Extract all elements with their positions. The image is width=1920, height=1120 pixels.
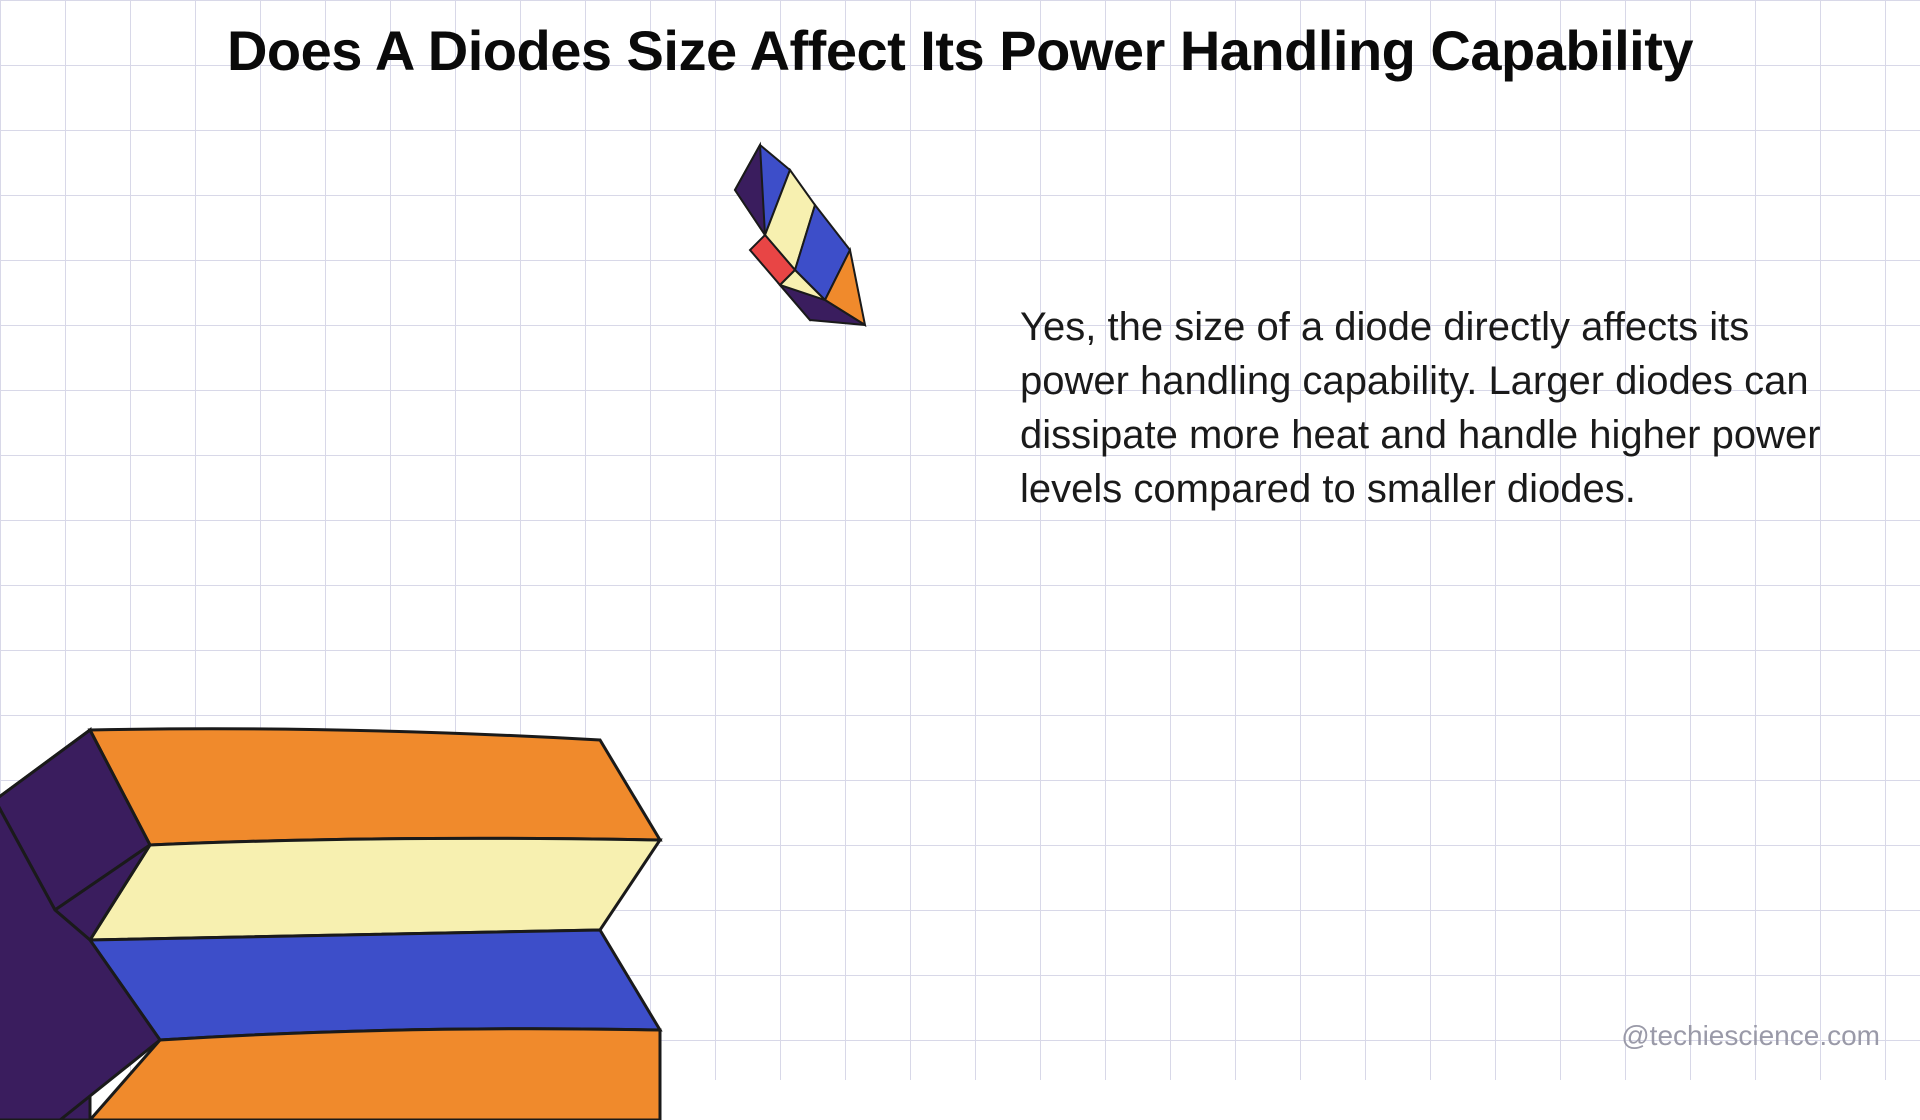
layered-block-decoration [0, 720, 690, 1120]
page-title: Does A Diodes Size Affect Its Power Hand… [0, 18, 1920, 83]
watermark: @techiescience.com [1621, 1020, 1880, 1052]
crystal-decoration [710, 140, 890, 350]
body-text: Yes, the size of a diode directly affect… [1020, 300, 1840, 516]
